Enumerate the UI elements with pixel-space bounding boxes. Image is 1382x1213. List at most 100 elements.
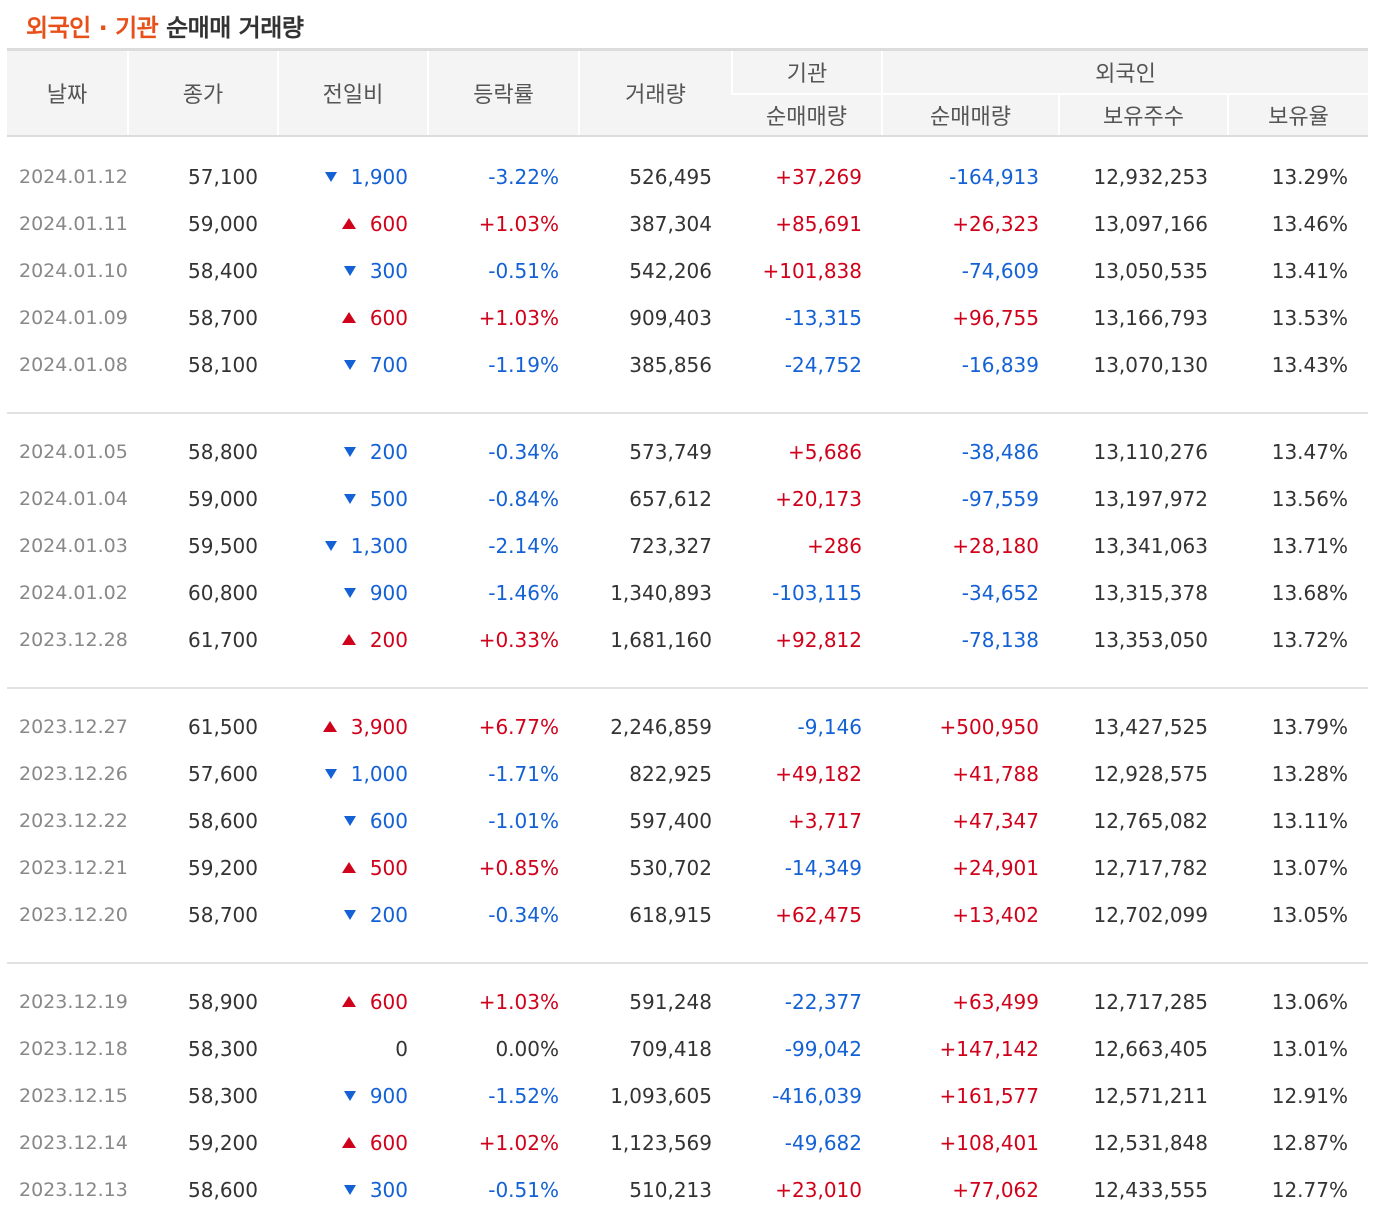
change-value: 600 xyxy=(369,211,408,236)
volume-cell: 822,925 xyxy=(629,761,712,786)
change-cell: 0 xyxy=(278,1025,428,1072)
holdings-cell: 13,070,130 xyxy=(1093,352,1208,377)
volume-cell: 1,340,893 xyxy=(610,580,712,605)
up-triangle-icon xyxy=(341,1136,356,1148)
close-cell: 58,100 xyxy=(188,352,258,377)
date-cell: 2023.12.26 xyxy=(19,762,128,785)
change-cell: 500 xyxy=(278,475,428,522)
change-cell: 700 xyxy=(278,341,428,388)
table-row: 2023.12.15 58,300 900 -1.52% 1,093,605 -416,0… xyxy=(7,1072,1368,1119)
up-triangle-icon xyxy=(341,861,356,873)
date-cell: 2024.01.05 xyxy=(19,440,128,463)
up-triangle-icon xyxy=(341,995,356,1007)
change-value: 600 xyxy=(369,989,408,1014)
holdings-cell: 12,531,848 xyxy=(1093,1130,1208,1155)
inst-net-cell: +49,182 xyxy=(775,761,862,786)
change-cell: 600 xyxy=(278,200,428,247)
ratio-cell: 13.41% xyxy=(1271,258,1348,283)
date-cell: 2024.01.02 xyxy=(19,581,128,604)
inst-net-cell: +3,717 xyxy=(787,808,862,833)
down-triangle-icon xyxy=(343,493,356,504)
down-triangle-icon xyxy=(343,1090,356,1101)
header-ratio: 보유율 xyxy=(1227,93,1368,137)
change-value: 300 xyxy=(369,1177,408,1202)
rate-cell: -3.22% xyxy=(488,164,559,189)
rate-cell: -1.01% xyxy=(488,808,559,833)
holdings-cell: 13,315,378 xyxy=(1093,580,1208,605)
change-cell: 200 xyxy=(278,616,428,663)
close-cell: 58,600 xyxy=(188,1177,258,1202)
date-cell: 2024.01.08 xyxy=(19,353,128,376)
foreign-net-cell: +13,402 xyxy=(952,902,1039,927)
date-cell: 2024.01.09 xyxy=(19,306,128,329)
inst-net-cell: -99,042 xyxy=(784,1036,862,1061)
volume-cell: 723,327 xyxy=(629,533,712,558)
close-cell: 58,600 xyxy=(188,808,258,833)
ratio-cell: 13.71% xyxy=(1271,533,1348,558)
date-cell: 2023.12.15 xyxy=(19,1084,128,1107)
change-value: 200 xyxy=(369,627,408,652)
change-value: 200 xyxy=(369,439,408,464)
rate-cell: -0.51% xyxy=(488,1177,559,1202)
change-cell: 3,900 xyxy=(278,703,428,750)
table-row: 2024.01.10 58,400 300 -0.51% 542,206 +101,838… xyxy=(7,247,1368,294)
change-value: 200 xyxy=(369,902,408,927)
close-cell: 60,800 xyxy=(188,580,258,605)
down-triangle-icon xyxy=(343,265,356,276)
header-close: 종가 xyxy=(127,48,278,137)
title-highlight: 외국인 · 기관 xyxy=(26,14,159,42)
row-spacer xyxy=(7,136,1368,153)
volume-cell: 597,400 xyxy=(629,808,712,833)
foreign-net-cell: -16,839 xyxy=(961,352,1039,377)
close-cell: 58,700 xyxy=(188,902,258,927)
holdings-cell: 12,702,099 xyxy=(1093,902,1208,927)
foreign-net-cell: +161,577 xyxy=(939,1083,1039,1108)
foreign-net-cell: +108,401 xyxy=(939,1130,1039,1155)
volume-cell: 530,702 xyxy=(629,855,712,880)
table-row: 2024.01.11 59,000 600 +1.03% 387,304 +85,691 +… xyxy=(7,200,1368,247)
change-value: 700 xyxy=(369,352,408,377)
foreign-net-cell: +47,347 xyxy=(952,808,1039,833)
ratio-cell: 13.29% xyxy=(1271,164,1348,189)
table-row: 2024.01.02 60,800 900 -1.46% 1,340,893 -103,1… xyxy=(7,569,1368,616)
holdings-cell: 12,571,211 xyxy=(1093,1083,1208,1108)
rate-cell: -2.14% xyxy=(488,533,559,558)
change-cell: 1,900 xyxy=(278,153,428,200)
rate-cell: +1.03% xyxy=(478,305,559,330)
change-value: 600 xyxy=(369,305,408,330)
table-body: 2024.01.12 57,100 1,900 -3.22% 526,495 +37,26… xyxy=(7,136,1368,1213)
up-triangle-icon xyxy=(341,311,356,323)
rate-cell: +1.03% xyxy=(478,211,559,236)
header-inst-net: 순매매량 xyxy=(732,93,882,137)
ratio-cell: 13.46% xyxy=(1271,211,1348,236)
inst-net-cell: +23,010 xyxy=(775,1177,862,1202)
change-value: 1,900 xyxy=(350,164,408,189)
rate-cell: -1.46% xyxy=(488,580,559,605)
rate-cell: +6.77% xyxy=(478,714,559,739)
close-cell: 61,500 xyxy=(188,714,258,739)
date-cell: 2023.12.28 xyxy=(19,628,128,651)
date-cell: 2023.12.21 xyxy=(19,856,128,879)
rate-cell: -0.84% xyxy=(488,486,559,511)
row-spacer xyxy=(7,688,1368,703)
header-holdings: 보유주수 xyxy=(1058,93,1228,137)
ratio-cell: 13.28% xyxy=(1271,761,1348,786)
foreign-net-cell: -78,138 xyxy=(961,627,1039,652)
table-row: 2023.12.19 58,900 600 +1.03% 591,248 -22,377 +… xyxy=(7,978,1368,1025)
date-cell: 2023.12.22 xyxy=(19,809,128,832)
holdings-cell: 13,197,972 xyxy=(1093,486,1208,511)
holdings-cell: 13,110,276 xyxy=(1093,439,1208,464)
foreign-net-cell: -97,559 xyxy=(961,486,1039,511)
rate-cell: -0.51% xyxy=(488,258,559,283)
close-cell: 57,100 xyxy=(188,164,258,189)
volume-cell: 1,681,160 xyxy=(610,627,712,652)
change-cell: 200 xyxy=(278,428,428,475)
change-value: 3,900 xyxy=(350,714,408,739)
rate-cell: +0.85% xyxy=(478,855,559,880)
date-cell: 2023.12.14 xyxy=(19,1131,128,1154)
table-row: 2023.12.13 58,600 300 -0.51% 510,213 +23,010 +… xyxy=(7,1166,1368,1213)
inst-net-cell: +5,686 xyxy=(787,439,862,464)
change-cell: 600 xyxy=(278,978,428,1025)
date-cell: 2024.01.10 xyxy=(19,259,128,282)
header-date: 날짜 xyxy=(7,48,128,137)
